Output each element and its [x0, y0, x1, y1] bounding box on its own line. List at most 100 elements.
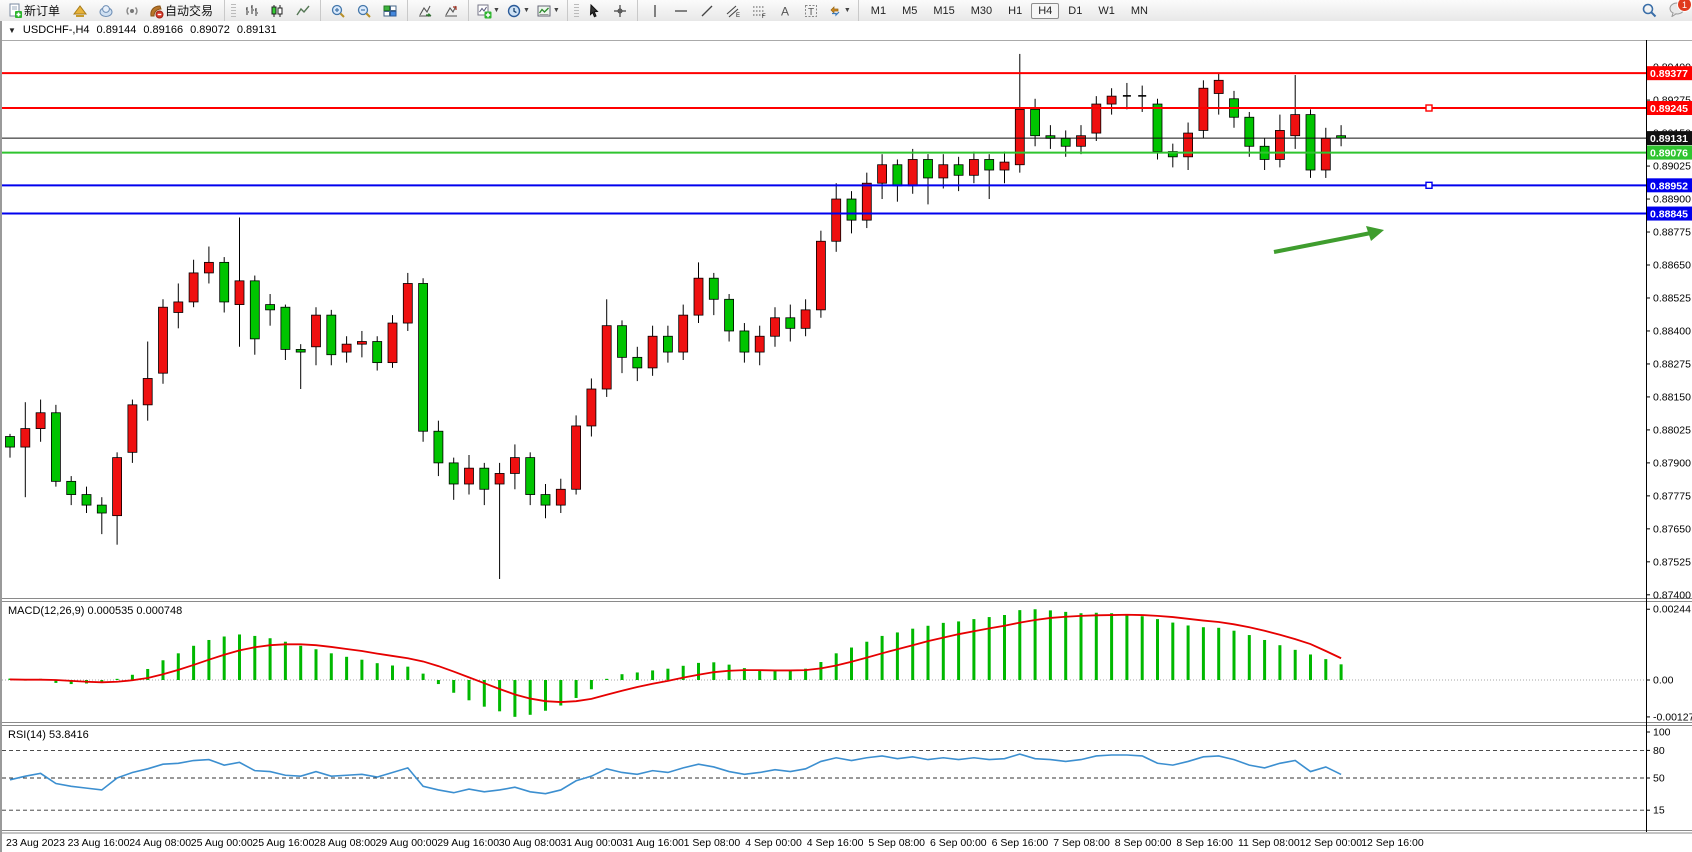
macd-tick-label: -0.001273 [1653, 711, 1692, 723]
trend-arrow-head[interactable] [1366, 226, 1384, 241]
add-indicator-button[interactable]: ▼ [474, 2, 502, 20]
time-axis-label: 30 Aug 08:00 [499, 837, 561, 849]
bull-candle [555, 488, 566, 506]
time-axis-label: 1 Sep 08:00 [684, 837, 741, 849]
search-icon[interactable] [1641, 2, 1658, 19]
vertical-line-button[interactable] [643, 2, 667, 20]
bear-candle [1305, 114, 1316, 171]
bar-chart-icon [246, 4, 259, 16]
market-watch-button[interactable] [68, 2, 92, 20]
new-order-button[interactable]: 新订单 [5, 2, 66, 20]
bull-candle [907, 159, 918, 187]
price-tag [1647, 178, 1692, 193]
bull-candle [127, 404, 138, 453]
market-watch-icon [73, 4, 88, 17]
bear-candle [479, 467, 490, 490]
add-indicator-icon [477, 4, 492, 18]
price-chart-canvas[interactable]: 0.895250.894000.892750.891500.890250.889… [2, 40, 1692, 852]
time-axis-label: 29 Aug 16:00 [437, 837, 499, 849]
timeframe-h1-button[interactable]: H1 [1008, 4, 1023, 17]
chart-title-bar[interactable]: ▼ USDCHF-,H4 0.89144 0.89166 0.89072 0.8… [8, 24, 277, 36]
toolbar-grip[interactable] [573, 3, 579, 18]
chart-collapse-icon[interactable]: ▼ [8, 25, 16, 35]
navigator-button[interactable] [94, 2, 118, 20]
trend-arrow-object[interactable] [1273, 230, 1377, 254]
line-chart-button[interactable] [291, 2, 315, 20]
trend-line-button[interactable] [695, 2, 719, 20]
bull-candle [158, 306, 168, 374]
price-tag-label: 0.89377 [1650, 68, 1688, 80]
zoom-in-button[interactable] [326, 2, 350, 20]
tile-windows-button[interactable] [378, 2, 402, 20]
rsi-label: RSI(14) 53.8416 [8, 729, 89, 741]
timeframe-m5-button[interactable]: M5 [902, 4, 918, 17]
bull-candle [188, 272, 199, 303]
bear-candle [525, 457, 536, 495]
bull-candle [861, 182, 872, 221]
equidistant-channel-button[interactable]: E [721, 2, 745, 20]
bull-candle [754, 335, 765, 353]
chart-template-caret[interactable]: ▼ [552, 7, 560, 14]
time-axis-label: 6 Sep 16:00 [992, 837, 1049, 849]
text-button[interactable]: A [773, 2, 797, 20]
bull-candle [1106, 95, 1117, 105]
toolbar-group-trade: 新订单 自动交易 [0, 0, 226, 21]
bear-candle [923, 159, 933, 179]
time-axis-label: 5 Sep 08:00 [868, 837, 925, 849]
bull-candle [35, 412, 46, 429]
bull-candle [341, 343, 352, 353]
add-indicator-caret[interactable]: ▼ [493, 7, 500, 14]
chart-shift-button[interactable] [439, 2, 463, 20]
bull-candle [693, 277, 704, 316]
timeframe-w1-button[interactable]: W1 [1098, 4, 1115, 17]
arrows-caret[interactable]: ▼ [843, 7, 851, 14]
bear-candle [739, 330, 750, 353]
bull-candle [20, 428, 31, 448]
bar-chart-button[interactable] [239, 2, 263, 20]
y-tick-label: 0.89525 [1653, 40, 1691, 41]
y-tick-label: 0.87775 [1653, 490, 1691, 502]
text-label-button[interactable]: T [799, 2, 823, 20]
bear-candle [724, 298, 734, 332]
timeframe-m1-button[interactable]: M1 [870, 4, 887, 17]
timeframe-m15-button[interactable]: M15 [933, 4, 955, 17]
autotrading-button[interactable]: 自动交易 [146, 2, 219, 20]
timeframe-d1-button[interactable]: D1 [1068, 4, 1083, 17]
timeframe-h4-button[interactable]: H4 [1031, 2, 1060, 19]
navigator-icon [99, 4, 113, 17]
zoom-out-icon [357, 4, 371, 18]
chart-template-button[interactable]: ▼ [534, 2, 562, 20]
zoom-out-button[interactable] [352, 2, 376, 20]
bull-candle [173, 301, 184, 313]
toolbar-grip[interactable] [231, 3, 237, 18]
chat-button[interactable]: 1 [1668, 0, 1692, 20]
bear-candle [1167, 151, 1178, 158]
bull-candle [831, 198, 842, 242]
bull-candle [387, 322, 398, 364]
period-clock-caret[interactable]: ▼ [522, 7, 530, 14]
candlestick-chart-button[interactable] [265, 2, 289, 20]
bear-candle [5, 436, 15, 448]
hline-handle[interactable] [1425, 181, 1433, 190]
bear-candle [249, 280, 260, 340]
bull-candle [938, 164, 949, 179]
timeframe-mn-button[interactable]: MN [1130, 4, 1148, 17]
timeframe-m30-button[interactable]: M30 [970, 4, 993, 17]
bear-candle [372, 341, 383, 364]
fibonacci-button[interactable]: F [747, 2, 771, 20]
crosshair-button[interactable] [608, 2, 632, 20]
bull-candle [999, 161, 1010, 171]
line-chart-icon [296, 5, 310, 15]
arrows-button[interactable]: ▼ [825, 2, 853, 20]
crosshair-icon [613, 4, 626, 17]
hline-handle[interactable] [1425, 104, 1433, 112]
horizontal-line-button[interactable] [669, 2, 693, 20]
cursor-button[interactable] [582, 2, 606, 20]
auto-scroll-button[interactable] [413, 2, 437, 20]
bull-candle [678, 314, 689, 353]
bear-candle [846, 198, 857, 221]
time-axis-label: 8 Sep 00:00 [1115, 837, 1172, 849]
signals-button[interactable] [120, 2, 144, 20]
period-clock-button[interactable]: ▼ [504, 2, 532, 20]
chart-window: ▼ USDCHF-,H4 0.89144 0.89166 0.89072 0.8… [0, 21, 1692, 852]
